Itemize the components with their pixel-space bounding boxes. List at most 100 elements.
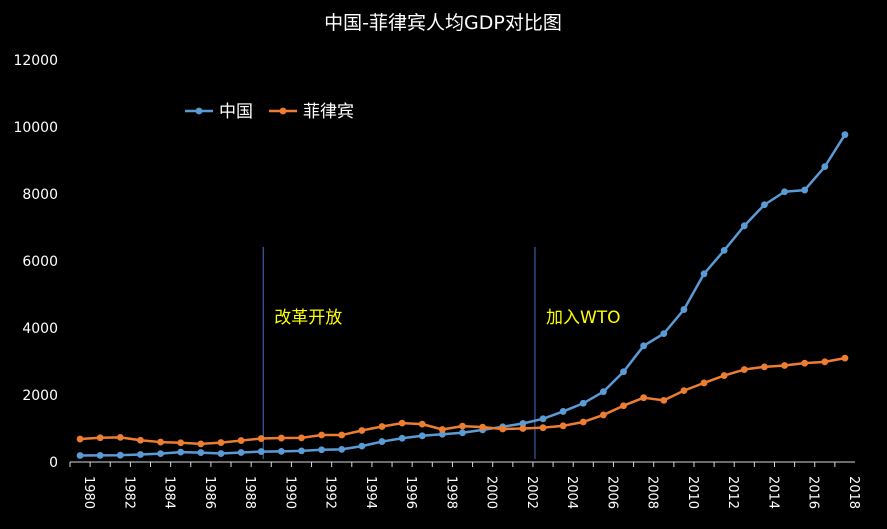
x-tick-label: 1982 — [121, 476, 136, 509]
data-point — [398, 419, 406, 427]
annotation-label: 加入WTO — [546, 308, 621, 328]
data-point — [177, 448, 185, 456]
data-point — [700, 270, 708, 278]
annotations: 改革开放 加入WTO — [262, 247, 621, 459]
legend-swatch-marker — [195, 107, 203, 115]
data-point — [599, 388, 607, 396]
x-tick-label: 2014 — [765, 476, 780, 509]
data-point — [740, 366, 748, 373]
data-point — [579, 418, 587, 426]
data-point — [96, 452, 104, 459]
x-tick-label: 1992 — [323, 476, 338, 509]
data-point — [257, 435, 265, 442]
data-point — [197, 440, 205, 448]
data-point — [177, 439, 185, 447]
x-tick-label: 2004 — [564, 476, 579, 509]
x-tick-label: 1990 — [282, 476, 297, 509]
data-point — [539, 415, 547, 423]
x-tick-label: 1994 — [363, 476, 378, 509]
x-tick-label: 1996 — [403, 476, 418, 509]
x-tick-label: 1986 — [202, 476, 217, 509]
data-point — [418, 432, 426, 440]
data-point — [761, 363, 768, 371]
x-tick-label: 2012 — [725, 476, 740, 509]
data-point — [539, 424, 547, 432]
y-tick-label: 0 — [49, 455, 58, 471]
data-point — [157, 450, 164, 458]
y-tick-label: 2000 — [22, 388, 58, 404]
data-point — [338, 445, 346, 453]
data-point — [137, 451, 144, 458]
data-point — [620, 402, 627, 410]
data-point — [740, 222, 748, 230]
x-tick-label: 2002 — [524, 476, 539, 509]
data-point — [298, 434, 305, 442]
data-point — [821, 358, 829, 366]
data-point — [640, 342, 648, 350]
data-point — [358, 442, 366, 450]
x-tick-label: 2000 — [484, 476, 499, 509]
y-axis: 0 2000 4000 6000 8000 10000 12000 — [13, 53, 58, 471]
data-point — [116, 451, 124, 459]
data-point — [157, 438, 164, 446]
data-point — [720, 372, 728, 379]
data-point — [579, 399, 587, 407]
data-point — [559, 422, 567, 430]
legend-label: 菲律宾 — [303, 102, 354, 122]
x-tick-label: 2010 — [685, 476, 700, 509]
series-line — [78, 133, 847, 457]
data-point — [499, 425, 507, 433]
y-tick-label: 12000 — [13, 53, 58, 69]
data-point — [318, 446, 326, 454]
data-point — [116, 433, 124, 441]
data-point — [298, 447, 305, 455]
y-tick-label: 4000 — [22, 321, 58, 337]
data-point — [700, 379, 708, 387]
data-point — [660, 396, 668, 404]
data-point — [418, 420, 426, 428]
data-point — [398, 434, 406, 442]
data-point — [660, 330, 668, 338]
data-point — [76, 452, 84, 459]
data-point — [378, 438, 386, 445]
data-point — [559, 408, 567, 415]
series-2 — [76, 354, 849, 448]
data-point — [338, 431, 346, 439]
data-point — [781, 362, 788, 369]
data-point — [781, 188, 788, 196]
data-point — [237, 437, 245, 444]
legend: 中国 菲律宾 — [185, 102, 354, 122]
data-point — [237, 449, 245, 456]
data-point — [438, 426, 446, 433]
y-tick-label: 8000 — [22, 187, 58, 203]
data-point — [720, 246, 728, 254]
data-point — [277, 447, 285, 455]
x-tick-label: 2018 — [846, 476, 861, 509]
data-point — [459, 422, 466, 430]
data-point — [217, 450, 225, 457]
data-point — [137, 436, 144, 444]
data-point — [640, 394, 648, 402]
x-tick-label: 2008 — [645, 476, 660, 509]
legend-label: 中国 — [219, 102, 253, 122]
data-point — [96, 434, 104, 442]
data-point — [76, 435, 84, 443]
data-point — [277, 434, 285, 442]
data-point — [438, 430, 446, 438]
data-point — [378, 423, 386, 430]
series-1 — [76, 131, 849, 459]
data-point — [519, 425, 527, 432]
data-point — [358, 427, 366, 434]
data-point — [801, 359, 809, 367]
x-tick-label: 1998 — [443, 476, 458, 509]
data-point — [841, 354, 849, 362]
data-point — [197, 449, 205, 456]
chart-title: 中国-菲律宾人均GDP对比图 — [324, 12, 562, 34]
y-tick-label: 6000 — [22, 254, 58, 270]
data-point — [217, 439, 225, 446]
data-point — [459, 429, 466, 437]
y-tick-label: 10000 — [13, 120, 58, 136]
data-point — [519, 420, 527, 427]
data-point — [821, 163, 829, 171]
